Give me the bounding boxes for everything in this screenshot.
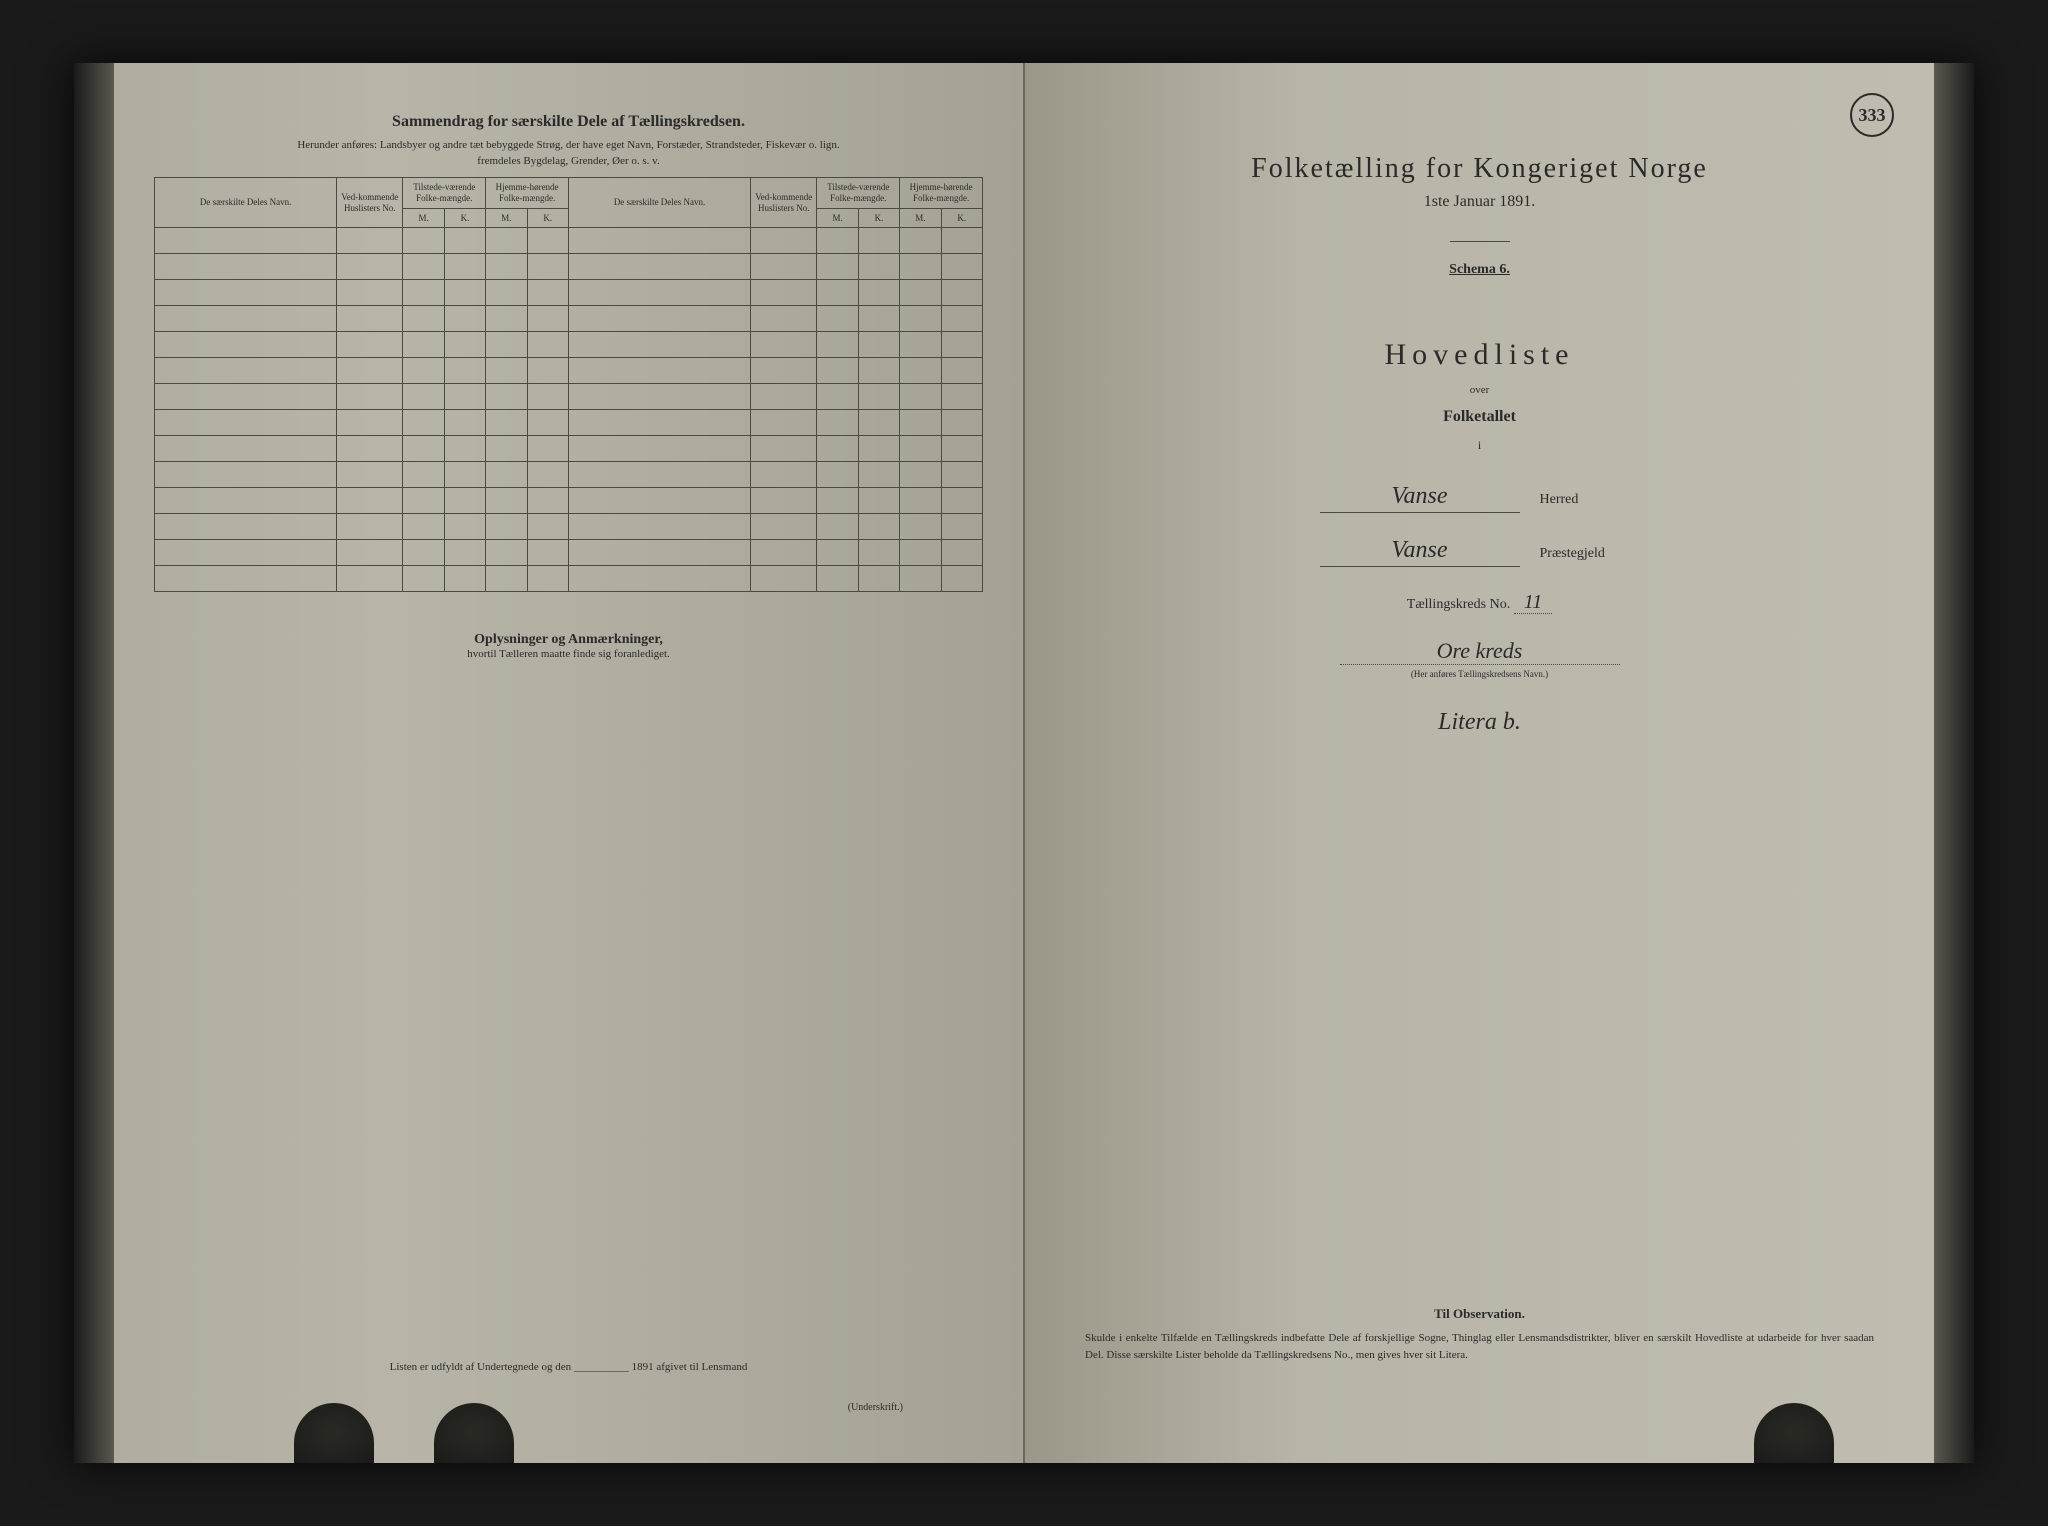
i-label: i [1065,438,1894,453]
summary-subtitle-1: Herunder anføres: Landsbyer og andre tæt… [154,139,983,151]
census-date: 1ste Januar 1891. [1065,193,1894,211]
summary-table-body [155,228,983,592]
th-k: K. [941,208,982,228]
herred-row: Vanse Herred [1065,483,1894,513]
book-spread: Sammendrag for særskilte Dele af Tælling… [74,63,1974,1463]
praestegjeld-value: Vanse [1320,537,1520,567]
th-tilstede-2: Tilstede-værende Folke-mængde. [817,178,900,209]
kreds-name-row: Ore kreds (Her anføres Tællingskredsens … [1065,638,1894,679]
right-page: 333 Folketælling for Kongeriget Norge 1s… [1025,63,1934,1463]
th-no-2: Ved-kommende Huslisters No. [751,178,817,228]
summary-subtitle-2: fremdeles Bygdelag, Grender, Øer o. s. v… [154,155,983,167]
over-label: over [1065,384,1894,396]
divider [1450,241,1510,242]
th-tilstede-1: Tilstede-værende Folke-mængde. [403,178,486,209]
oplysninger-subtitle: hvortil Tælleren maatte finde sig foranl… [154,648,983,660]
footer-signature-line: Listen er udfyldt af Undertegnede og den… [194,1361,943,1373]
th-navn-2: De særskilte Deles Navn. [568,178,750,228]
kreds-name: Ore kreds [1340,638,1620,665]
hovedliste-title: Hovedliste [1065,338,1894,372]
underskrift-label: (Underskrift.) [848,1402,903,1413]
th-m: M. [486,208,527,228]
thumb-shadow [434,1403,514,1463]
oplysninger-title: Oplysninger og Anmærkninger, [154,632,983,648]
kreds-label: Tællingskreds No. [1407,597,1510,612]
left-page: Sammendrag for særskilte Dele af Tælling… [114,63,1025,1463]
thumb-shadow [294,1403,374,1463]
observation-section: Til Observation. Skulde i enkelte Tilfæl… [1085,1306,1874,1363]
th-hjemme-1: Hjemme-hørende Folke-mængde. [486,178,569,209]
kreds-hint: (Her anføres Tællingskredsens Navn.) [1065,669,1894,679]
th-m: M. [900,208,941,228]
th-m: M. [817,208,858,228]
thumb-shadow [1754,1403,1834,1463]
th-hjemme-2: Hjemme-hørende Folke-mængde. [900,178,983,209]
observation-text: Skulde i enkelte Tilfælde en Tællingskre… [1085,1330,1874,1363]
th-navn-1: De særskilte Deles Navn. [155,178,337,228]
observation-title: Til Observation. [1085,1306,1874,1322]
spine-left [74,63,114,1463]
th-m: M. [403,208,444,228]
oplysninger-section: Oplysninger og Anmærkninger, hvortil Tæl… [154,632,983,660]
summary-table: De særskilte Deles Navn. Ved-kommende Hu… [154,177,983,592]
right-page-content: Folketælling for Kongeriget Norge 1ste J… [1065,153,1894,736]
summary-title: Sammendrag for særskilte Dele af Tælling… [154,113,983,131]
left-page-header: Sammendrag for særskilte Dele af Tælling… [154,113,983,131]
praestegjeld-row: Vanse Præstegjeld [1065,537,1894,567]
th-no-1: Ved-kommende Huslisters No. [337,178,403,228]
kreds-row: Tællingskreds No. 11 [1065,591,1894,614]
herred-label: Herred [1540,492,1640,508]
th-k: K. [527,208,568,228]
schema-label: Schema 6. [1065,262,1894,278]
folketallet-label: Folketallet [1065,408,1894,426]
litera: Litera b. [1065,709,1894,736]
kreds-number: 11 [1514,591,1553,614]
spine-right [1934,63,1974,1463]
herred-value: Vanse [1320,483,1520,513]
census-title: Folketælling for Kongeriget Norge [1065,153,1894,185]
praestegjeld-label: Præstegjeld [1540,546,1640,562]
page-number: 333 [1850,93,1894,137]
th-k: K. [444,208,485,228]
th-k: K. [858,208,899,228]
